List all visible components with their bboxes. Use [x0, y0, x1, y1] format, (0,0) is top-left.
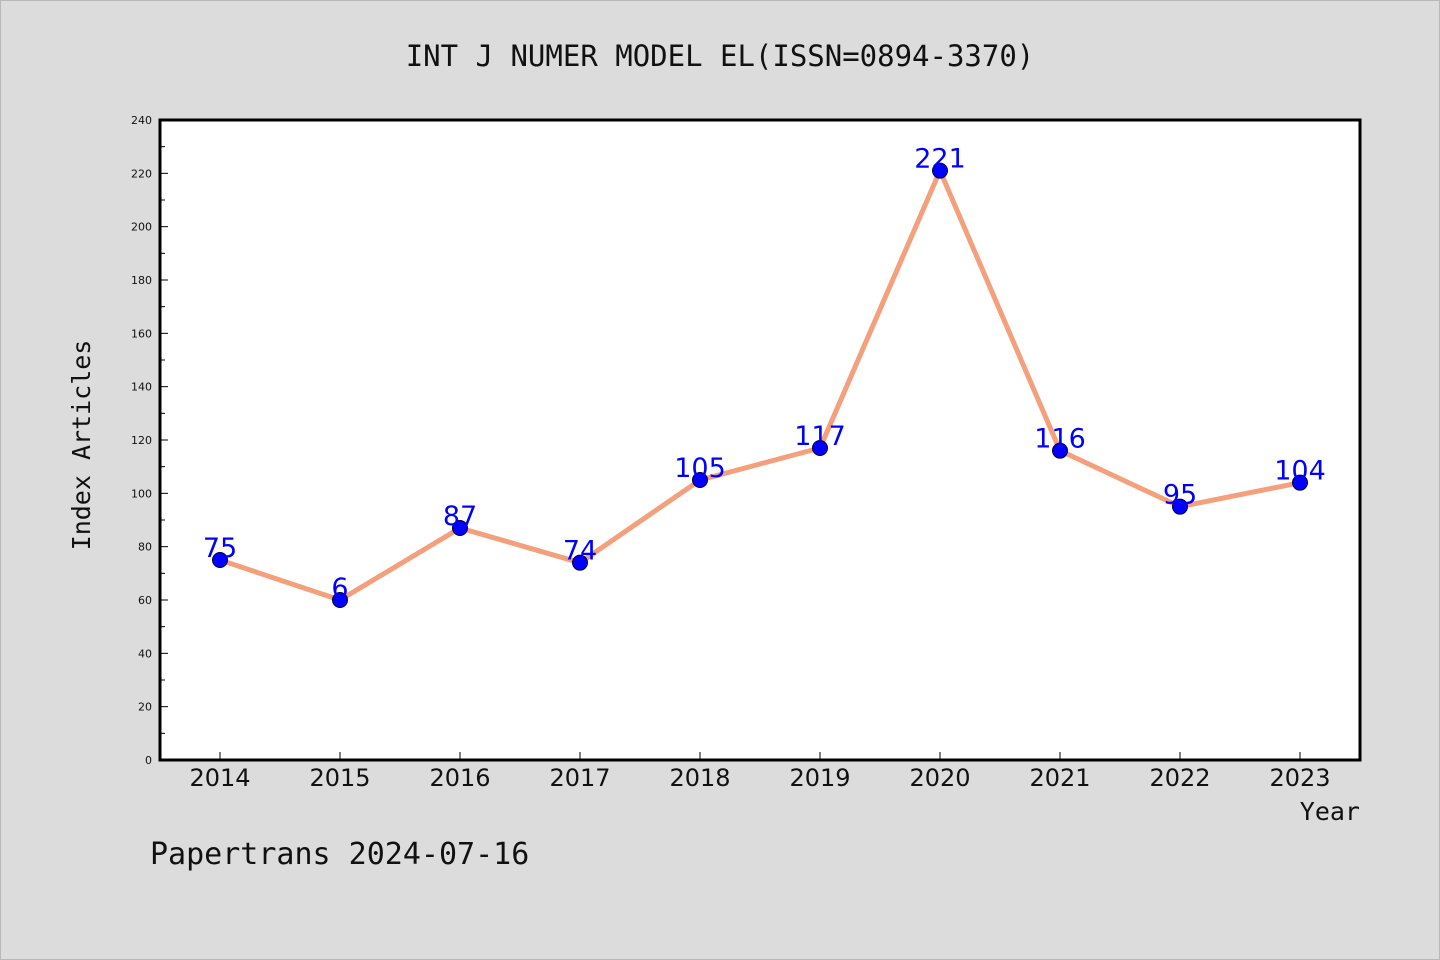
x-tick-label: 2017 — [549, 764, 610, 792]
y-tick-label: 140 — [131, 381, 152, 394]
data-label: 116 — [1034, 424, 1086, 455]
y-tick-label: 200 — [131, 221, 152, 234]
data-label: 74 — [563, 536, 597, 567]
data-point — [1052, 442, 1068, 459]
data-label: 117 — [794, 421, 846, 452]
y-tick-label: 80 — [138, 541, 152, 554]
data-label: 75 — [203, 533, 237, 564]
data-point — [932, 162, 948, 179]
x-tick-label: 2023 — [1269, 764, 1330, 792]
data-point — [692, 472, 708, 488]
data-series: 75 6 87 74 105 117 221 116 95 104 — [203, 144, 1326, 608]
x-tick-label: 2018 — [669, 764, 730, 792]
x-tick-label: 2014 — [189, 764, 250, 792]
y-tick-label: 20 — [138, 701, 152, 714]
data-point — [812, 440, 828, 456]
data-label: 104 — [1274, 456, 1326, 487]
y-tick-label: 40 — [138, 647, 152, 660]
data-label: 221 — [914, 144, 966, 175]
data-point — [1292, 474, 1308, 491]
data-label: 6 — [331, 573, 348, 604]
data-point — [1172, 498, 1188, 515]
data-point — [212, 552, 228, 568]
plot-area — [158, 118, 1362, 762]
y-tick-label: 240 — [131, 114, 152, 127]
x-tick-label: 2021 — [1029, 764, 1090, 792]
y-tick-label: 60 — [138, 594, 152, 607]
data-label: 87 — [443, 501, 477, 532]
x-tick-label: 2019 — [789, 764, 850, 792]
y-axis-title: Index Articles — [67, 340, 96, 551]
x-axis-title: Year — [1300, 797, 1360, 826]
series-line — [219, 168, 1301, 603]
y-tick-label: 120 — [131, 434, 152, 447]
data-point — [332, 592, 348, 608]
y-tick-label: 220 — [131, 167, 152, 180]
data-label: 95 — [1163, 480, 1197, 511]
x-axis: 2014 2015 2016 2017 2018 2019 2020 2021 2022 2023 — [189, 752, 1331, 792]
y-tick-label: 180 — [131, 274, 152, 287]
y-tick-label: 160 — [131, 327, 152, 340]
chart-title: INT J NUMER MODEL EL(ISSN=0894-3370) — [406, 39, 1035, 73]
x-tick-label: 2016 — [429, 764, 490, 792]
y-tick-label: 0 — [145, 754, 152, 767]
x-tick-label: 2015 — [309, 764, 370, 792]
y-axis: 0 20 40 60 80 100 120 140 160 180 200 220 240 — [131, 114, 168, 767]
data-point — [572, 554, 588, 571]
watermark: Papertrans 2024-07-16 — [150, 837, 529, 872]
data-label: 105 — [674, 453, 726, 484]
x-tick-label: 2020 — [909, 764, 970, 792]
data-point — [452, 520, 468, 536]
x-tick-label: 2022 — [1149, 764, 1210, 792]
y-tick-label: 100 — [131, 487, 152, 500]
